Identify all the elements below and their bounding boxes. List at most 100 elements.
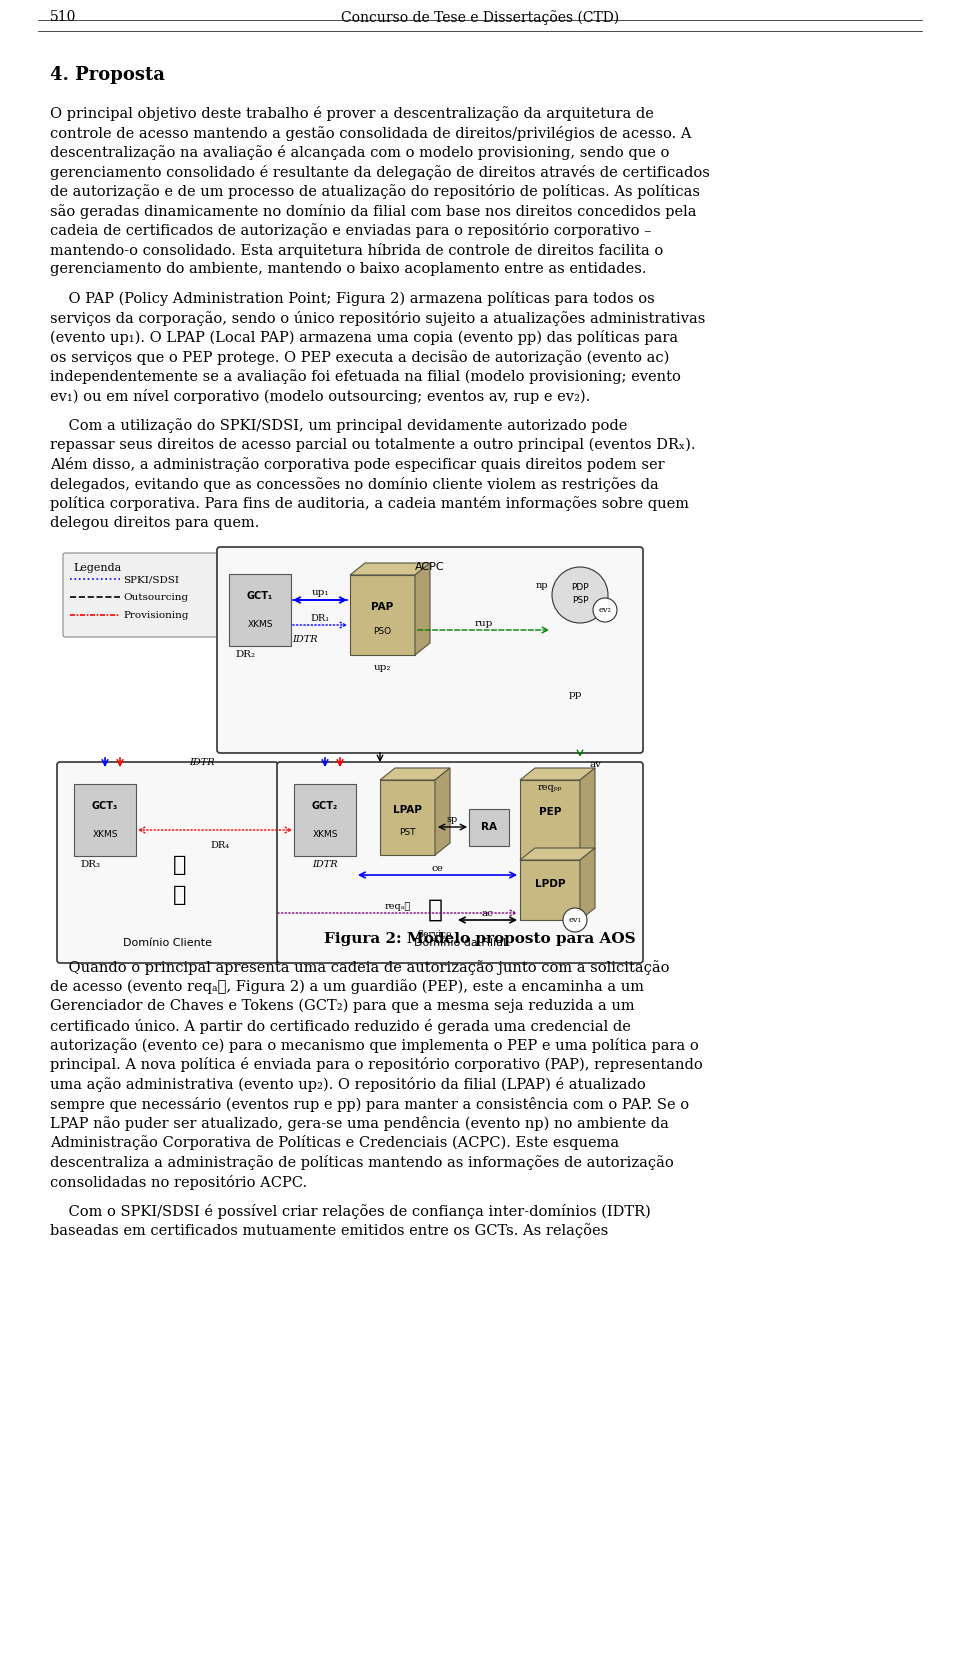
- Text: GCT₃: GCT₃: [92, 801, 118, 811]
- Text: LPAP não puder ser atualizado, gera-se uma pendência (evento np) no ambiente da: LPAP não puder ser atualizado, gera-se u…: [50, 1116, 669, 1131]
- Text: mantendo-o consolidado. Esta arquitetura híbrida de controle de direitos facilit: mantendo-o consolidado. Esta arquitetura…: [50, 243, 663, 258]
- Text: Figura 2: Modelo proposto para AOS: Figura 2: Modelo proposto para AOS: [324, 931, 636, 946]
- Text: política corporativa. Para fins de auditoria, a cadeia mantém informações sobre : política corporativa. Para fins de audit…: [50, 496, 689, 511]
- Text: são geradas dinamicamente no domínio da filial com base nos direitos concedidos : são geradas dinamicamente no domínio da …: [50, 203, 697, 218]
- Text: 510: 510: [50, 10, 77, 23]
- Text: Gerenciador de Chaves e Tokens (GCT₂) para que a mesma seja reduzida a um: Gerenciador de Chaves e Tokens (GCT₂) pa…: [50, 1000, 635, 1013]
- Text: np: np: [536, 580, 548, 590]
- Text: serviços da corporação, sendo o único repositório sujeito a atualizações adminis: serviços da corporação, sendo o único re…: [50, 312, 706, 327]
- FancyBboxPatch shape: [380, 780, 435, 855]
- Text: XKMS: XKMS: [312, 830, 338, 838]
- Text: ev₁: ev₁: [568, 916, 582, 925]
- Text: XKMS: XKMS: [92, 830, 118, 838]
- Text: 4. Proposta: 4. Proposta: [50, 67, 165, 83]
- Text: gerenciamento do ambiente, mantendo o baixo acoplamento entre as entidades.: gerenciamento do ambiente, mantendo o ba…: [50, 262, 646, 277]
- Text: pp: pp: [568, 690, 582, 700]
- FancyBboxPatch shape: [57, 761, 278, 963]
- Text: 👤: 👤: [174, 885, 186, 905]
- Text: consolidadas no repositório ACPC.: consolidadas no repositório ACPC.: [50, 1175, 307, 1190]
- Text: ac: ac: [482, 910, 493, 918]
- FancyBboxPatch shape: [294, 785, 356, 856]
- Text: autorização (evento ce) para o mecanismo que implementa o PEP e uma política par: autorização (evento ce) para o mecanismo…: [50, 1038, 699, 1053]
- Text: de acesso (evento reqₐ℀, Figura 2) a um guardião (PEP), este a encaminha a um: de acesso (evento reqₐ℀, Figura 2) a um …: [50, 980, 644, 995]
- Text: cadeia de certificados de autorização e enviadas para o repositório corporativo : cadeia de certificados de autorização e …: [50, 223, 652, 238]
- Text: Domínio Cliente: Domínio Cliente: [123, 938, 212, 948]
- Text: Concurso de Tese e Dissertações (CTD): Concurso de Tese e Dissertações (CTD): [341, 10, 619, 25]
- Polygon shape: [435, 768, 450, 855]
- Text: Administração Corporativa de Políticas e Credenciais (ACPC). Este esquema: Administração Corporativa de Políticas e…: [50, 1136, 619, 1151]
- FancyBboxPatch shape: [74, 785, 136, 856]
- Text: DR₃: DR₃: [80, 860, 100, 870]
- Text: (evento up₁). O LPAP (Local PAP) armazena uma copia (evento pp) das políticas pa: (evento up₁). O LPAP (Local PAP) armazen…: [50, 330, 678, 345]
- Polygon shape: [380, 768, 450, 780]
- Text: av: av: [589, 760, 601, 770]
- Text: DR₄: DR₄: [210, 841, 229, 850]
- Text: Com o SPKI/SDSI é possível criar relações de confiança inter-domínios (IDTR): Com o SPKI/SDSI é possível criar relaçõe…: [50, 1205, 651, 1220]
- Circle shape: [552, 566, 608, 623]
- Text: PST: PST: [399, 828, 416, 836]
- Text: principal. A nova política é enviada para o repositório corporativo (PAP), repre: principal. A nova política é enviada par…: [50, 1058, 703, 1073]
- Text: sp: sp: [446, 815, 458, 825]
- Polygon shape: [520, 768, 595, 780]
- Text: ACPC: ACPC: [415, 561, 444, 571]
- Text: ce: ce: [432, 865, 444, 873]
- Text: ev₂: ev₂: [599, 606, 612, 615]
- Text: descentraliza a administração de políticas mantendo as informações de autorizaçã: descentraliza a administração de polític…: [50, 1155, 674, 1170]
- FancyBboxPatch shape: [520, 860, 580, 920]
- Text: baseadas em certificados mutuamente emitidos entre os GCTs. As relações: baseadas em certificados mutuamente emit…: [50, 1223, 609, 1238]
- Text: RA: RA: [481, 821, 497, 831]
- FancyBboxPatch shape: [520, 780, 580, 860]
- Text: reqₚₚ: reqₚₚ: [538, 783, 563, 791]
- Text: repassar seus direitos de acesso parcial ou totalmente a outro principal (evento: repassar seus direitos de acesso parcial…: [50, 438, 695, 451]
- Text: Provisioning: Provisioning: [123, 611, 188, 620]
- Text: GCT₁: GCT₁: [247, 591, 274, 601]
- Text: descentralização na avaliação é alcançada com o modelo provisioning, sendo que o: descentralização na avaliação é alcançad…: [50, 145, 669, 160]
- Text: O PAP (Policy Administration Point; Figura 2) armazena políticas para todos os: O PAP (Policy Administration Point; Figu…: [50, 292, 655, 307]
- Text: IDTR: IDTR: [292, 635, 318, 645]
- Text: SPKI/SDSI: SPKI/SDSI: [123, 575, 179, 585]
- Text: delegou direitos para quem.: delegou direitos para quem.: [50, 515, 259, 530]
- Text: uma ação administrativa (evento up₂). O repositório da filial (LPAP) é atualizad: uma ação administrativa (evento up₂). O …: [50, 1076, 646, 1091]
- Text: IDTR: IDTR: [189, 758, 215, 766]
- Text: PDP: PDP: [571, 583, 588, 591]
- Text: rup: rup: [474, 620, 492, 628]
- Text: Além disso, a administração corporativa pode especificar quais direitos podem se: Além disso, a administração corporativa …: [50, 456, 664, 471]
- FancyBboxPatch shape: [229, 575, 291, 646]
- Text: up₂: up₂: [373, 663, 392, 671]
- FancyBboxPatch shape: [469, 810, 509, 846]
- Circle shape: [593, 598, 617, 621]
- Text: Domínio da Filial: Domínio da Filial: [414, 938, 506, 948]
- Polygon shape: [580, 848, 595, 920]
- Text: DR₂: DR₂: [235, 650, 255, 660]
- FancyBboxPatch shape: [350, 575, 415, 655]
- FancyBboxPatch shape: [277, 761, 643, 963]
- Text: PAP: PAP: [372, 601, 394, 611]
- Text: reqₐ℀: reqₐ℀: [384, 901, 411, 911]
- Text: sempre que necessário (eventos rup e pp) para manter a consistência com o PAP. S: sempre que necessário (eventos rup e pp)…: [50, 1096, 689, 1111]
- Text: PEP: PEP: [539, 806, 562, 816]
- Text: delegados, evitando que as concessões no domínio cliente violem as restrições da: delegados, evitando que as concessões no…: [50, 476, 659, 491]
- Polygon shape: [415, 563, 430, 655]
- Text: Com a utilização do SPKI/SDSI, um principal devidamente autorizado pode: Com a utilização do SPKI/SDSI, um princi…: [50, 418, 628, 433]
- Text: Serviço: Serviço: [418, 930, 452, 940]
- Text: XKMS: XKMS: [248, 620, 273, 628]
- Text: 👤: 👤: [174, 855, 186, 875]
- Polygon shape: [580, 768, 595, 860]
- Text: gerenciamento consolidado é resultante da delegação de direitos através de certi: gerenciamento consolidado é resultante d…: [50, 165, 709, 180]
- Text: PSO: PSO: [373, 626, 392, 635]
- Text: de autorização e de um processo de atualização do repositório de políticas. As p: de autorização e de um processo de atual…: [50, 183, 700, 198]
- Text: LPAP: LPAP: [393, 805, 422, 815]
- Text: os serviços que o PEP protege. O PEP executa a decisão de autorização (evento ac: os serviços que o PEP protege. O PEP exe…: [50, 350, 669, 365]
- Text: independentemente se a avaliação foi efetuada na filial (modelo provisioning; ev: independentemente se a avaliação foi efe…: [50, 370, 681, 385]
- Text: Outsourcing: Outsourcing: [123, 593, 188, 601]
- Text: Legenda: Legenda: [73, 563, 121, 573]
- Text: LPDP: LPDP: [535, 880, 565, 890]
- Text: DR₁: DR₁: [310, 615, 329, 623]
- Text: ev₁) ou em nível corporativo (modelo outsourcing; eventos av, rup e ev₂).: ev₁) ou em nível corporativo (modelo out…: [50, 388, 590, 403]
- Text: certificado único. A partir do certificado reduzido é gerada uma credencial de: certificado único. A partir do certifica…: [50, 1018, 631, 1033]
- Text: O principal objetivo deste trabalho é prover a descentralização da arquitetura d: O principal objetivo deste trabalho é pr…: [50, 107, 654, 122]
- Text: controle de acesso mantendo a gestão consolidada de direitos/privilégios de aces: controle de acesso mantendo a gestão con…: [50, 125, 691, 140]
- Polygon shape: [520, 848, 595, 860]
- Text: 🖥: 🖥: [427, 898, 443, 921]
- Text: IDTR: IDTR: [312, 860, 338, 870]
